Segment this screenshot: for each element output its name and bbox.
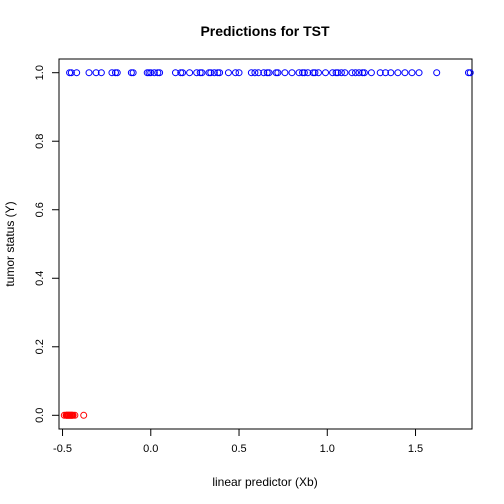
point-y1 <box>150 69 158 77</box>
x-axis-label: linear predictor (Xb) <box>212 475 317 489</box>
point-y1 <box>260 69 268 77</box>
point-y1 <box>288 69 296 77</box>
point-y1 <box>207 69 215 77</box>
point-y1 <box>355 69 363 77</box>
point-y1 <box>247 69 255 77</box>
point-y1 <box>85 69 93 77</box>
point-y1 <box>300 69 308 77</box>
point-y1 <box>274 69 282 77</box>
point-y1 <box>433 69 441 77</box>
point-y1 <box>281 69 289 77</box>
point-y1 <box>341 69 349 77</box>
y-tick-label: 0.4 <box>34 271 46 286</box>
y-axis-label: tumor status (Y) <box>3 201 17 286</box>
point-y1 <box>408 69 416 77</box>
point-y1 <box>254 69 262 77</box>
point-y1 <box>415 69 423 77</box>
point-y1 <box>231 69 239 77</box>
point-y1 <box>329 69 337 77</box>
point-y1 <box>73 69 81 77</box>
point-y1 <box>360 69 368 77</box>
point-y1 <box>367 69 375 77</box>
point-y1 <box>156 69 164 77</box>
point-y1 <box>334 69 342 77</box>
point-y1 <box>193 69 201 77</box>
point-y1 <box>179 69 187 77</box>
x-tick-label: -0.5 <box>53 443 72 455</box>
y-axis: 0.0 0.2 0.4 0.6 0.8 1.0 <box>34 65 60 423</box>
point-y1 <box>401 69 409 77</box>
point-y1 <box>113 69 121 77</box>
point-y1 <box>311 69 319 77</box>
point-y1 <box>387 69 395 77</box>
point-y1 <box>348 69 356 77</box>
point-y1 <box>376 69 384 77</box>
point-y1 <box>97 69 105 77</box>
y-tick-label: 1.0 <box>34 65 46 80</box>
point-y1 <box>314 69 322 77</box>
point-y1 <box>295 69 303 77</box>
point-y1 <box>67 69 75 77</box>
point-y1 <box>382 69 390 77</box>
point-y1 <box>224 69 232 77</box>
x-tick-label: 1.0 <box>320 443 335 455</box>
point-y0 <box>80 411 88 419</box>
point-y1 <box>186 69 194 77</box>
point-y1 <box>129 69 137 77</box>
point-y1 <box>210 69 218 77</box>
point-y1 <box>352 69 360 77</box>
point-y1 <box>466 69 474 77</box>
data-points <box>60 69 474 419</box>
point-y1 <box>251 69 259 77</box>
point-y1 <box>235 69 243 77</box>
point-y1 <box>304 69 312 77</box>
chart-title: Predictions for TST <box>200 23 330 39</box>
y-tick-label: 0.6 <box>34 202 46 217</box>
y-tick-label: 0.0 <box>34 408 46 423</box>
point-y1 <box>147 69 155 77</box>
y-tick-label: 0.2 <box>34 339 46 354</box>
plot-frame <box>58 58 473 430</box>
point-y1 <box>92 69 100 77</box>
point-y1 <box>171 69 179 77</box>
x-tick-label: 0.0 <box>143 443 158 455</box>
point-y1 <box>216 69 224 77</box>
x-tick-label: 1.5 <box>408 443 423 455</box>
point-y1 <box>265 69 273 77</box>
x-axis: -0.5 0.0 0.5 1.0 1.5 <box>53 428 423 455</box>
point-y1 <box>198 69 206 77</box>
y-tick-label: 0.8 <box>34 134 46 149</box>
point-y1 <box>394 69 402 77</box>
point-y0 <box>71 411 79 419</box>
point-y1 <box>108 69 116 77</box>
point-y1 <box>322 69 330 77</box>
point-y1 <box>337 69 345 77</box>
x-tick-label: 0.5 <box>231 443 246 455</box>
